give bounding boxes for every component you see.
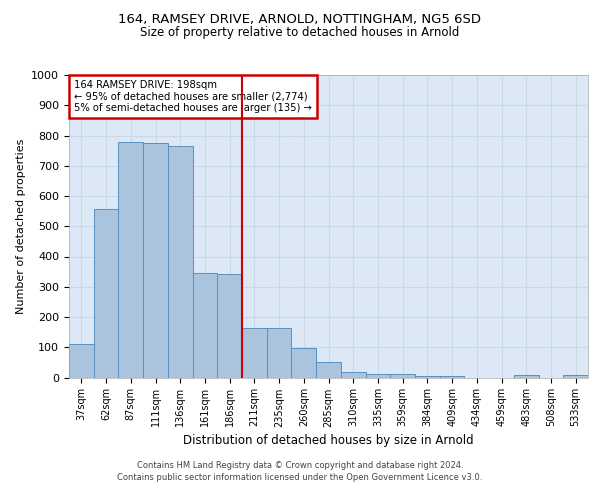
Bar xyxy=(390,374,415,378)
Text: Contains public sector information licensed under the Open Government Licence v3: Contains public sector information licen… xyxy=(118,473,482,482)
Bar xyxy=(415,376,440,378)
Bar xyxy=(514,375,539,378)
Text: 164 RAMSEY DRIVE: 198sqm
← 95% of detached houses are smaller (2,774)
5% of semi: 164 RAMSEY DRIVE: 198sqm ← 95% of detach… xyxy=(74,80,312,112)
Bar xyxy=(193,273,217,378)
Bar xyxy=(143,143,168,378)
Y-axis label: Number of detached properties: Number of detached properties xyxy=(16,138,26,314)
Text: Size of property relative to detached houses in Arnold: Size of property relative to detached ho… xyxy=(140,26,460,39)
Bar xyxy=(94,208,118,378)
Bar xyxy=(118,142,143,378)
Bar xyxy=(292,348,316,378)
X-axis label: Distribution of detached houses by size in Arnold: Distribution of detached houses by size … xyxy=(183,434,474,446)
Bar xyxy=(168,146,193,378)
Text: Contains HM Land Registry data © Crown copyright and database right 2024.: Contains HM Land Registry data © Crown c… xyxy=(137,462,463,470)
Bar xyxy=(267,328,292,378)
Bar xyxy=(365,374,390,378)
Bar xyxy=(242,328,267,378)
Bar xyxy=(440,376,464,378)
Text: 164, RAMSEY DRIVE, ARNOLD, NOTTINGHAM, NG5 6SD: 164, RAMSEY DRIVE, ARNOLD, NOTTINGHAM, N… xyxy=(119,14,482,26)
Bar xyxy=(341,372,365,378)
Bar xyxy=(217,274,242,378)
Bar xyxy=(316,362,341,378)
Bar xyxy=(69,344,94,378)
Bar xyxy=(563,375,588,378)
